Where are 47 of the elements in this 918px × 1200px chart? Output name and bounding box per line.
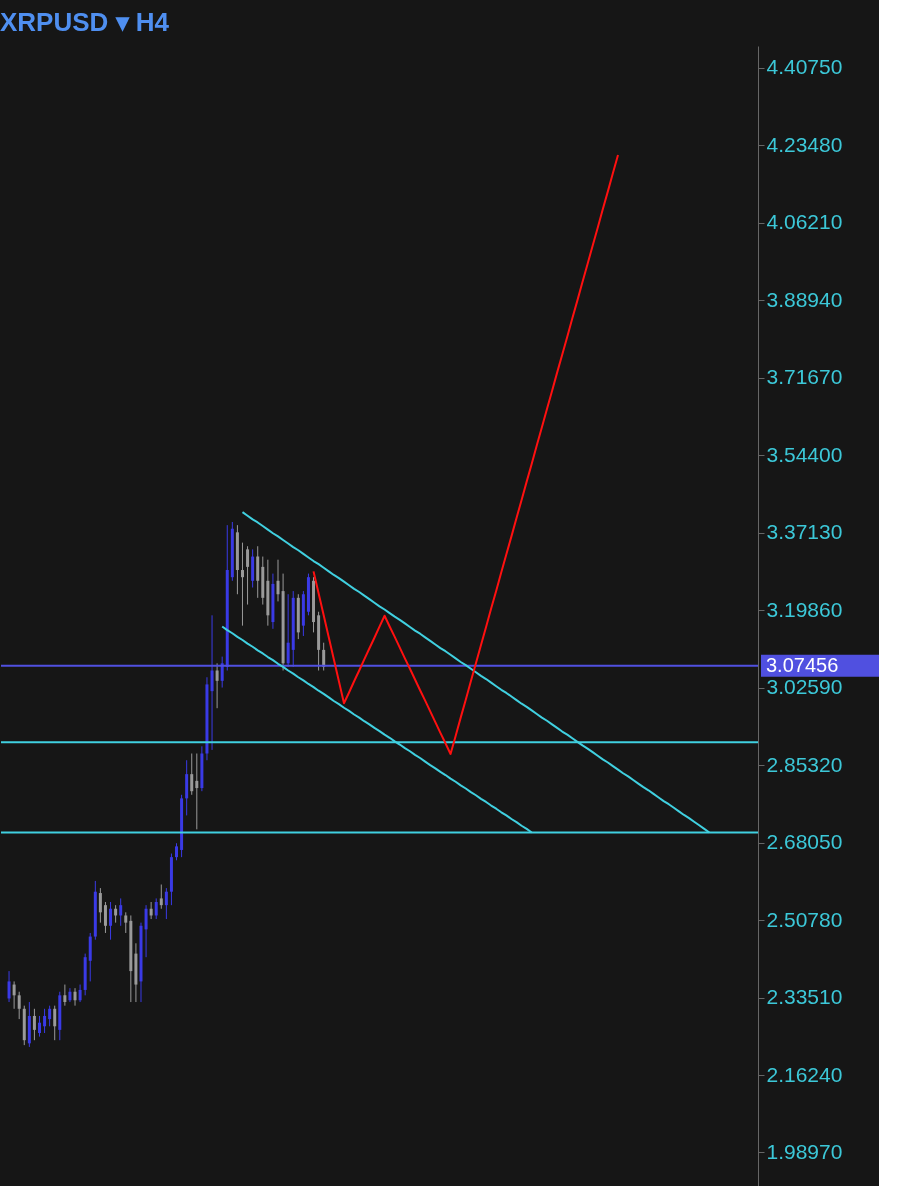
candlestick bbox=[190, 753, 194, 796]
candlestick bbox=[164, 887, 168, 920]
y-tick-label: 3.88940 bbox=[766, 287, 843, 311]
candlestick bbox=[17, 991, 21, 1020]
candlestick bbox=[159, 884, 163, 910]
candlestick bbox=[12, 980, 16, 1010]
y-tick-label: 2.85320 bbox=[766, 752, 843, 776]
y-tick-label: 2.33510 bbox=[766, 985, 843, 1009]
candlestick bbox=[220, 656, 224, 689]
y-tick-label: 2.16240 bbox=[766, 1062, 843, 1086]
line-series bbox=[312, 154, 620, 755]
candlestick bbox=[7, 970, 11, 1003]
candlestick bbox=[195, 753, 199, 830]
y-tick-label: 4.40750 bbox=[766, 55, 843, 79]
chart-title: XRPUSD ▾ H4 bbox=[0, 7, 170, 37]
y-tick-label: 2.50780 bbox=[766, 907, 843, 931]
candlestick bbox=[215, 662, 219, 709]
candlestick bbox=[103, 901, 107, 934]
candlestick bbox=[154, 897, 158, 920]
y-tick-label: 4.23480 bbox=[766, 132, 843, 156]
y-tick-label: 4.06210 bbox=[766, 210, 843, 234]
candlestick bbox=[210, 614, 214, 751]
candlestick bbox=[48, 1005, 52, 1027]
ref-line-label: 3.07456 bbox=[766, 653, 839, 676]
candlestick bbox=[109, 901, 113, 941]
y-tick-label: 2.68050 bbox=[766, 830, 843, 854]
candlestick bbox=[43, 1008, 47, 1034]
candlestick bbox=[246, 545, 250, 606]
candlestick bbox=[149, 901, 153, 920]
candlestick bbox=[240, 542, 244, 627]
candlestick bbox=[32, 1008, 36, 1041]
candlestick bbox=[63, 984, 67, 1007]
y-tick-label: 3.71670 bbox=[766, 365, 843, 389]
candlestick bbox=[98, 887, 102, 924]
candlestick bbox=[144, 904, 148, 958]
y-tick-label: 3.54400 bbox=[766, 442, 843, 466]
candlestick bbox=[124, 911, 128, 934]
y-tick-label: 3.37130 bbox=[766, 520, 843, 544]
y-tick-label: 1.98970 bbox=[766, 1139, 843, 1163]
candlestick bbox=[37, 1015, 41, 1038]
candlestick bbox=[286, 593, 290, 668]
candlestick bbox=[53, 1005, 57, 1041]
y-tick-label: 3.19860 bbox=[766, 597, 843, 621]
candlestick bbox=[119, 897, 123, 927]
candlestick bbox=[276, 559, 280, 602]
y-tick-label: 3.02590 bbox=[766, 675, 843, 699]
candlestick bbox=[73, 987, 77, 1007]
